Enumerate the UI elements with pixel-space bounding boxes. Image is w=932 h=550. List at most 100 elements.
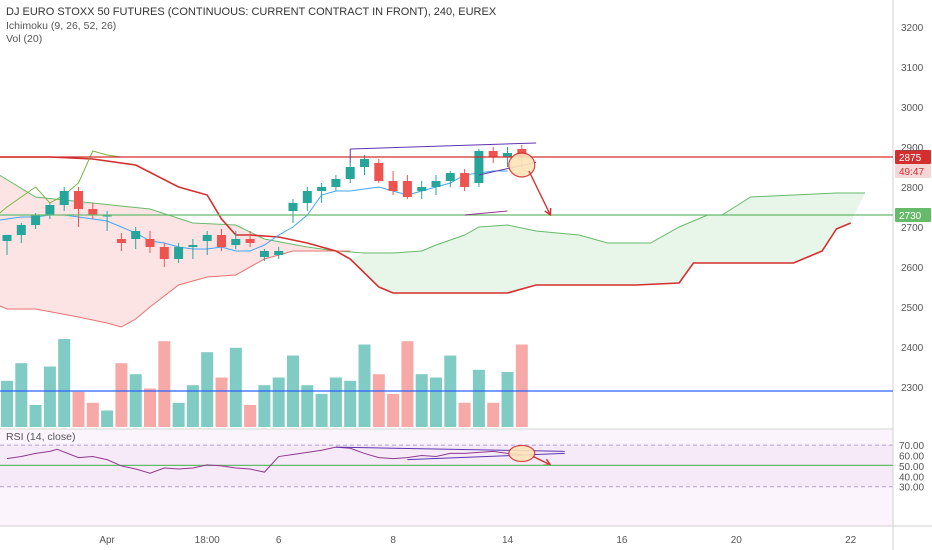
candle-body [131,231,141,239]
price-tick-label: 2600 [901,263,924,274]
price-tick-label: 2400 [901,343,924,354]
volume-bar [186,385,199,427]
price-badge: 2875 [899,153,922,164]
candle-body [445,173,455,181]
candle-body [417,187,427,191]
volume-bar [29,405,42,427]
candle-body [331,179,341,187]
volume-bar [1,380,13,427]
volume-bar [172,402,185,427]
volume-bar [272,377,285,427]
candle-body [159,247,169,259]
price-tick-label: 3000 [901,103,924,114]
candle-body [431,181,441,187]
candle-body [345,167,355,179]
candle-body [460,173,470,187]
volume-bar [387,394,400,427]
volume-bar [487,402,500,427]
ichimoku-kijun [0,156,852,294]
volume-bar [415,374,428,427]
price-tick-label: 2300 [901,383,924,394]
price-tick-label: 3100 [901,63,924,74]
candle-body [145,239,155,247]
volume-bar [258,385,271,427]
volume-bar [15,363,28,427]
price-tick-label: 2500 [901,303,924,314]
volume-bar [315,394,328,427]
volume-bar [515,344,528,427]
volume-bar [229,347,242,427]
volume-bar [115,363,128,427]
price-badge-bg [895,150,931,164]
candle-body [217,235,226,247]
candle-body [317,187,327,191]
rsi-ellipse-annotation [508,444,536,463]
candle-body [245,239,255,243]
rsi-tick-label: 60.00 [899,452,924,463]
volume-bar [201,352,214,427]
volume-bar [72,391,85,427]
down-arrow-head [544,207,552,217]
candle-body [503,153,512,157]
candle-body [288,203,298,211]
candle-body [388,181,398,191]
volume-bar [144,388,156,427]
candle-body [31,215,41,225]
price-tick-label: 2800 [901,183,924,194]
candle-body [116,239,126,243]
candle-body [188,245,198,247]
rsi-trendline-lower [407,452,565,461]
volume-bar [430,377,442,427]
volume-bar [401,341,414,427]
support-badge: 2730 [899,211,922,222]
candle-body [274,251,284,255]
candle-body [88,209,98,215]
time-tick-label: 8 [390,535,396,546]
candle-body [2,235,12,241]
trendline [464,210,508,216]
rsi-line [6,446,522,474]
volume-bar [86,402,99,427]
volume-bar [43,366,56,427]
volume-bar [472,369,485,427]
volume-bar [158,341,171,427]
rsi-tick-label: 30.00 [899,483,924,494]
candle-body [374,163,384,181]
ichimoku-span-b [0,250,351,328]
support-badge-bg [895,208,931,222]
volume-bar [101,410,114,427]
rsi-legend: RSI (14, close) [6,431,75,443]
candle-body [231,239,241,245]
time-tick-label: 14 [502,535,514,546]
price-tick-label: 3200 [901,23,924,34]
volume-bar [301,385,314,427]
candle-body [259,251,269,257]
volume-bar [244,405,257,427]
candle-body [360,159,369,167]
rsi-tick-label: 40.00 [899,472,924,483]
volume-legend: Vol (20) [6,33,42,45]
ichimoku-legend: Ichimoku (9, 26, 52, 26) [6,20,116,32]
candle-body [45,205,55,215]
countdown-badge-bg [895,164,931,178]
trendline [350,142,537,150]
price-tick-label: 2900 [901,143,924,154]
volume-bar [129,374,142,427]
candle-body [202,235,212,241]
candle-body [59,191,69,205]
countdown-badge: 49:47 [899,167,924,178]
time-tick-label: 22 [845,535,857,546]
rsi-tick-label: 50.00 [899,462,924,473]
volume-bar [344,380,357,427]
candle-body [102,215,112,217]
rsi-tick-label: 70.00 [899,441,924,452]
time-tick-label: 16 [616,535,628,546]
price-tick-label: 2700 [901,223,924,234]
candle-body [474,151,484,183]
volume-bar [215,377,228,427]
time-tick-label: 18:00 [195,535,220,546]
time-tick-label: 20 [731,535,743,546]
candle-body [174,247,184,259]
candle-body [74,191,83,209]
